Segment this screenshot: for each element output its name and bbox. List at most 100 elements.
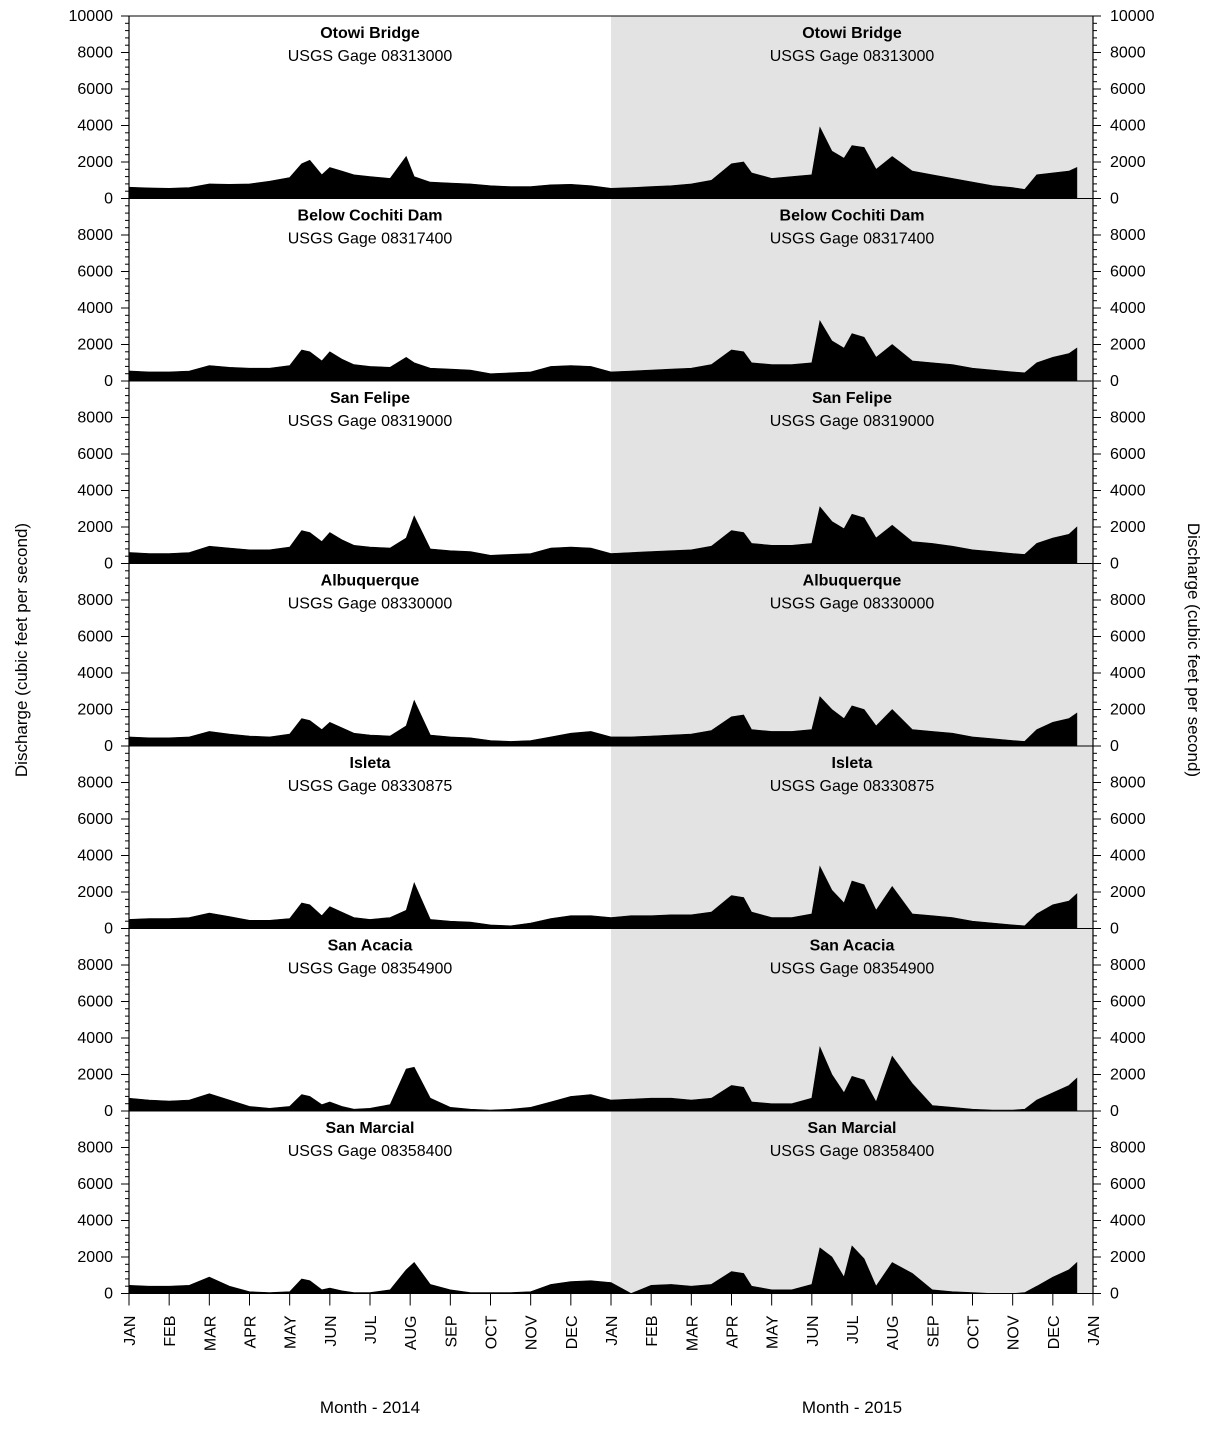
y-tick-label-right: 8000: [1110, 775, 1146, 792]
x-tick-label-oct: OCT: [966, 1315, 983, 1349]
y-tick-label-left: 4000: [77, 1213, 113, 1230]
gage-id-right-1: USGS Gage 08313000: [770, 48, 935, 65]
discharge-area-panel-2: [128, 319, 1078, 382]
x-tick-label-jul: JUL: [845, 1315, 862, 1344]
x-tick-label-nov: NOV: [1006, 1315, 1023, 1350]
y-tick-label-right: 8000: [1110, 410, 1146, 427]
station-name-right-5: Isleta: [832, 755, 873, 772]
y-tick-label-right: 6000: [1110, 994, 1146, 1011]
y-tick-label-left: 2000: [77, 337, 113, 354]
y-tick-label-right: 2000: [1110, 1067, 1146, 1084]
x-tick-label-oct: OCT: [484, 1315, 501, 1349]
y-tick-label-left: 4000: [77, 848, 113, 865]
station-name-left-2: Below Cochiti Dam: [298, 208, 443, 225]
y-tick-label-left: 4000: [77, 300, 113, 317]
x-tick-label-jul: JUL: [363, 1315, 380, 1344]
y-tick-label-right: 4000: [1110, 665, 1146, 682]
x-tick-label-jan: JAN: [604, 1316, 621, 1346]
x-tick-label-jan: JAN: [1086, 1316, 1103, 1346]
y-tick-label-right: 4000: [1110, 1030, 1146, 1047]
y-tick-label-left: 4000: [77, 665, 113, 682]
y-tick-label-right: 2000: [1110, 154, 1146, 171]
x-tick-label-may: MAY: [765, 1315, 782, 1349]
x-tick-label-may: MAY: [283, 1315, 300, 1349]
y-tick-label-left: 8000: [77, 592, 113, 609]
y-tick-label-right: 6000: [1110, 811, 1146, 828]
y-tick-label-right: 2000: [1110, 1249, 1146, 1266]
station-name-right-3: San Felipe: [812, 390, 892, 407]
discharge-area-panel-4: [128, 696, 1078, 747]
x-tick-label-nov: NOV: [524, 1315, 541, 1350]
y-tick-label-right: 4000: [1110, 300, 1146, 317]
y-tick-label-left: 2000: [77, 519, 113, 536]
y-tick-label-right: 6000: [1110, 264, 1146, 281]
y-tick-label-right: 6000: [1110, 81, 1146, 98]
y-tick-label-right: 4000: [1110, 1213, 1146, 1230]
y-tick-label-left: 2000: [77, 154, 113, 171]
y-tick-label-left: 0: [104, 738, 113, 755]
y-tick-label-left: 0: [104, 191, 113, 208]
y-tick-label-left: 6000: [77, 264, 113, 281]
gage-id-left-5: USGS Gage 08330875: [288, 778, 453, 795]
y-tick-label-left: 6000: [77, 629, 113, 646]
x-tick-label-feb: FEB: [644, 1316, 661, 1347]
y-tick-label-left: 0: [104, 921, 113, 938]
x-axis-title-2015: Month - 2015: [801, 1398, 903, 1417]
y-tick-label-right: 2000: [1110, 702, 1146, 719]
y-tick-label-left: 6000: [77, 446, 113, 463]
y-tick-label-left: 6000: [77, 81, 113, 98]
x-tick-label-apr: APR: [243, 1316, 260, 1349]
x-tick-label-mar: MAR: [684, 1316, 701, 1352]
y-tick-label-right: 0: [1110, 921, 1119, 938]
y-tick-label-left: 2000: [77, 884, 113, 901]
y-tick-label-right: 2000: [1110, 884, 1146, 901]
station-name-left-6: San Acacia: [328, 938, 413, 955]
x-tick-label-jun: JUN: [805, 1316, 822, 1347]
y-tick-label-left: 6000: [77, 811, 113, 828]
y-tick-label-left: 2000: [77, 702, 113, 719]
gage-id-left-4: USGS Gage 08330000: [288, 596, 453, 613]
x-tick-label-feb: FEB: [162, 1316, 179, 1347]
gage-id-right-7: USGS Gage 08358400: [770, 1143, 935, 1160]
discharge-area-panel-1: [128, 126, 1078, 199]
gage-id-right-2: USGS Gage 08317400: [770, 231, 935, 248]
y-tick-label-right: 0: [1110, 1103, 1119, 1120]
y-tick-label-left: 8000: [77, 775, 113, 792]
discharge-area-panel-3: [128, 506, 1078, 564]
y-tick-label-left: 8000: [77, 957, 113, 974]
x-tick-label-dec: DEC: [564, 1316, 581, 1350]
y-tick-label-left: 0: [104, 373, 113, 390]
y-tick-label-left: 4000: [77, 483, 113, 500]
station-name-left-4: Albuquerque: [321, 573, 420, 590]
y-tick-label-right: 2000: [1110, 337, 1146, 354]
station-name-left-7: San Marcial: [326, 1120, 415, 1137]
station-name-right-4: Albuquerque: [803, 573, 902, 590]
y-tick-label-right: 6000: [1110, 629, 1146, 646]
y-tick-label-left: 8000: [77, 410, 113, 427]
y-tick-label-left: 0: [104, 556, 113, 573]
y-tick-label-right: 4000: [1110, 483, 1146, 500]
y-tick-label-right: 8000: [1110, 592, 1146, 609]
x-tick-label-jun: JUN: [323, 1316, 340, 1347]
station-name-left-3: San Felipe: [330, 390, 410, 407]
x-tick-label-aug: AUG: [403, 1316, 420, 1351]
y-axis-label-left: Discharge (cubic feet per second): [12, 522, 31, 778]
station-name-right-7: San Marcial: [808, 1120, 897, 1137]
gage-id-left-3: USGS Gage 08319000: [288, 413, 453, 430]
y-tick-label-right: 4000: [1110, 848, 1146, 865]
gage-id-right-4: USGS Gage 08330000: [770, 596, 935, 613]
y-tick-label-right: 0: [1110, 373, 1119, 390]
y-tick-label-right: 2000: [1110, 519, 1146, 536]
x-tick-label-sep: SEP: [925, 1316, 942, 1348]
y-tick-label-left: 8000: [77, 1140, 113, 1157]
station-name-left-5: Isleta: [350, 755, 391, 772]
y-tick-label-right: 8000: [1110, 227, 1146, 244]
y-tick-label-left: 0: [104, 1103, 113, 1120]
x-tick-label-apr: APR: [725, 1316, 742, 1349]
x-tick-label-jan: JAN: [122, 1316, 139, 1346]
station-name-right-1: Otowi Bridge: [802, 25, 902, 42]
y-tick-label-left: 8000: [77, 45, 113, 62]
y-tick-label-right: 8000: [1110, 45, 1146, 62]
y-tick-label-right: 10000: [1110, 8, 1155, 25]
